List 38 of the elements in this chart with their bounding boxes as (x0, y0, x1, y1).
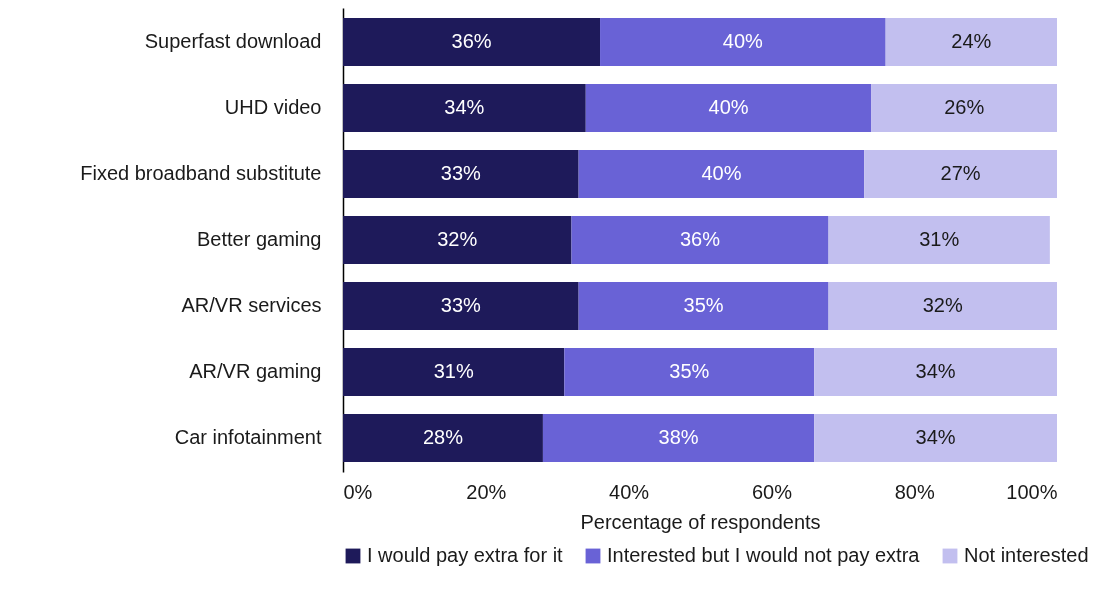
x-tick-label: 0% (343, 480, 373, 503)
x-tick-label: 20% (466, 480, 507, 503)
x-tick-label: 80% (894, 480, 935, 503)
data-label: 40% (708, 95, 749, 118)
y-tick-label: AR/VR services (181, 294, 322, 316)
x-tick-label: 60% (751, 480, 793, 503)
y-tick-label: AR/VR gaming (189, 360, 322, 383)
legend-label: Not interested (964, 544, 1089, 566)
data-label: 28% (422, 426, 464, 449)
data-label: 33% (440, 162, 482, 184)
y-tick-label: Fixed broadband substitute (80, 162, 322, 184)
data-label: 35% (669, 360, 710, 383)
data-label: 27% (940, 162, 981, 184)
data-label: 36% (679, 228, 721, 250)
data-label: 34% (444, 95, 485, 118)
data-label: 26% (944, 95, 985, 118)
data-label: 36% (451, 29, 492, 52)
data-label: 31% (433, 360, 474, 383)
y-tick-label: Car infotainment (174, 426, 322, 449)
x-tick-label: 100% (1006, 480, 1058, 503)
data-label: 31% (919, 228, 960, 250)
y-tick-label: UHD video (224, 95, 322, 118)
y-tick-label: Superfast download (144, 29, 322, 52)
data-label: 35% (683, 294, 724, 316)
y-tick-label: Better gaming (196, 228, 322, 250)
data-label: 40% (722, 29, 764, 52)
data-label: 40% (701, 162, 742, 184)
data-label: 33% (440, 294, 482, 316)
data-label: 34% (915, 360, 956, 383)
x-tick-label: 40% (609, 480, 650, 503)
legend-label: I would pay extra for it (367, 544, 564, 566)
data-label: 32% (922, 294, 963, 316)
data-label: 38% (658, 426, 699, 449)
x-axis-title: Percentage of respondents (580, 510, 821, 533)
data-label: 24% (951, 29, 992, 52)
data-label: 34% (915, 426, 956, 449)
legend-label: Interested but I would not pay extra (607, 544, 921, 566)
data-label: 32% (437, 228, 478, 250)
